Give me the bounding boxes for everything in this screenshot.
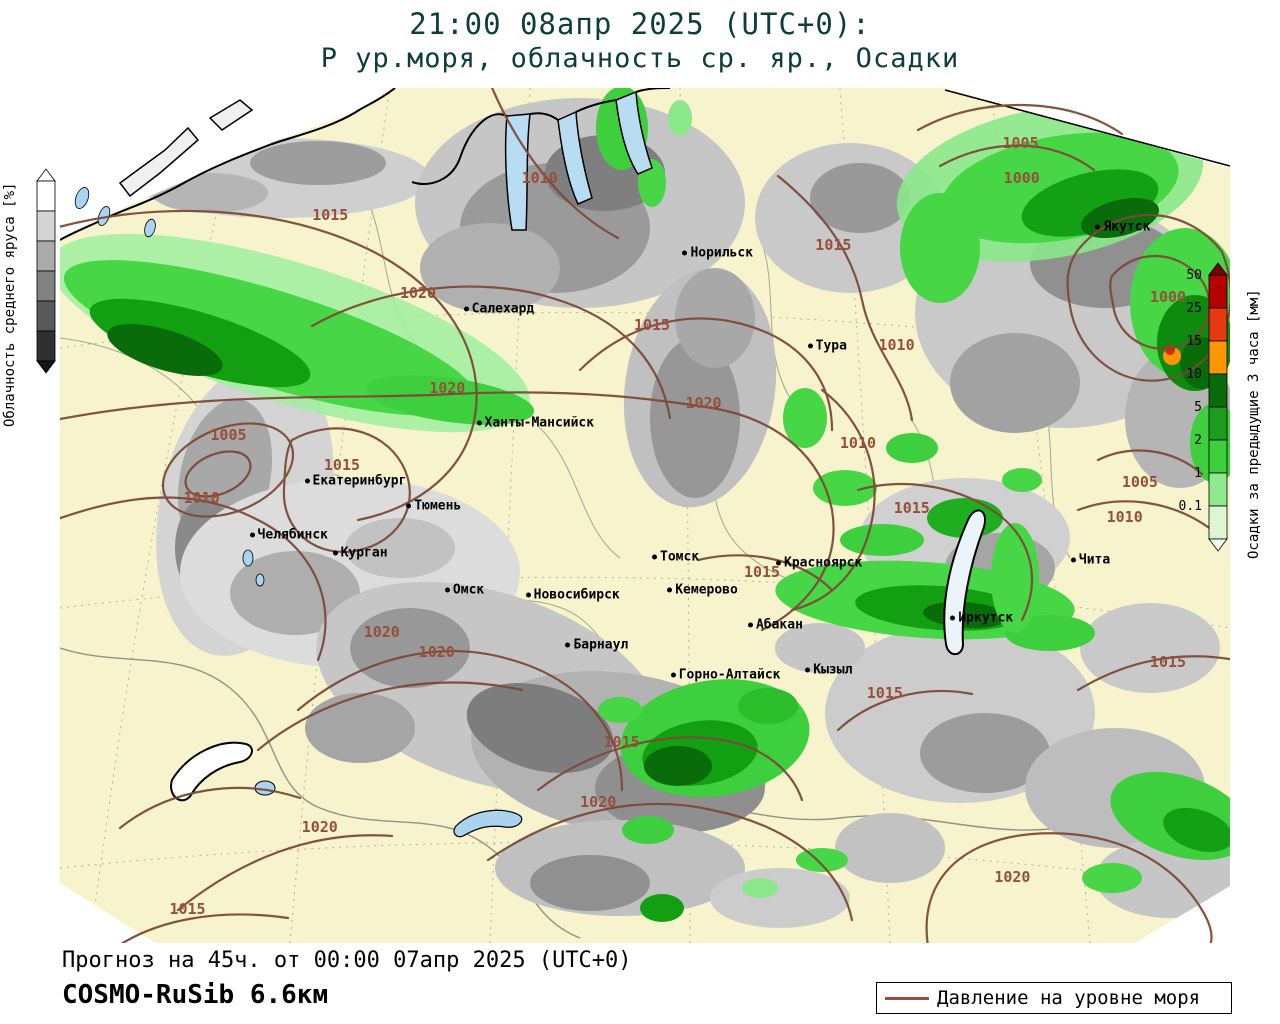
gulf-taz — [557, 110, 593, 205]
lake-balkhash — [170, 741, 253, 802]
lake-small-1 — [74, 187, 90, 209]
coast-yamal — [411, 113, 508, 185]
pressure-legend: Давление на уровне моря — [876, 982, 1232, 1014]
svg-text:1: 1 — [1194, 466, 1202, 481]
svg-text:0.1: 0.1 — [1179, 499, 1202, 514]
svg-text:15: 15 — [1186, 334, 1202, 349]
lake-ural-2 — [255, 573, 265, 587]
svg-text:2: 2 — [1194, 433, 1202, 448]
pressure-legend-label: Давление на уровне моря — [937, 987, 1201, 1009]
svg-text:25: 25 — [1186, 301, 1202, 316]
svg-text:10: 10 — [1186, 367, 1202, 382]
precipitation-scale-label: Осадки за предыдущие 3 часа [мм] — [1246, 289, 1262, 559]
island-novaya-zemlya — [118, 126, 200, 198]
gulf-yenisei — [615, 90, 653, 175]
coastline-layer — [60, 88, 987, 838]
map-title: 21:00 08апр 2025 (UTC+0): Р ур.моря, обл… — [0, 6, 1280, 75]
weather-map-graphic — [60, 88, 1230, 943]
title-datetime: 21:00 08апр 2025 (UTC+0): — [409, 7, 871, 41]
svg-text:50: 50 — [1186, 268, 1202, 283]
lake-small-3 — [144, 218, 156, 238]
coast-links — [529, 88, 671, 121]
isobar-lines — [60, 88, 1230, 943]
map-area: 1005 1000 1010 1015 1015 1000 1020 1015 1010 1020… — [60, 88, 1230, 943]
pressure-line-swatch — [885, 996, 929, 1000]
lake-zaysan — [453, 809, 523, 838]
island-small — [208, 99, 254, 131]
gulf-ob — [504, 113, 531, 231]
cloudiness-scale-label: Облачность среднего яруса [%] — [2, 182, 18, 428]
title-variables: Р ур.моря, облачность ср. яр., Осадки — [320, 43, 960, 74]
lake-ural-1 — [242, 549, 254, 567]
forecast-info: Прогноз на 45ч. от 00:00 07апр 2025 (UTC… — [62, 948, 632, 973]
svg-text:5: 5 — [1194, 400, 1202, 415]
precipitation-colorbar: 50 25 15 10 5 2 1 0.1 — [1164, 262, 1228, 556]
model-info: COSMO-RuSib 6.6км — [62, 980, 329, 1010]
